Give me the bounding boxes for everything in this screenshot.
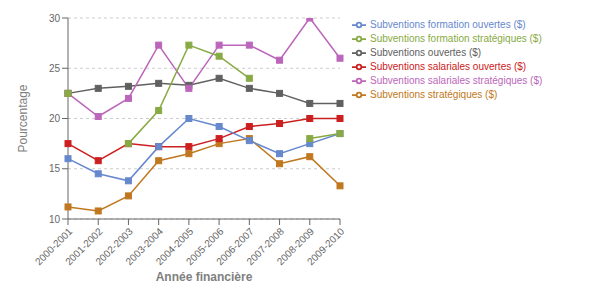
svg-text:2004-2005: 2004-2005 — [153, 225, 196, 268]
svg-text:2006-2007: 2006-2007 — [214, 225, 256, 268]
svg-text:10: 10 — [49, 214, 61, 225]
html-text:Subventions ouvertes ($): Subventions ouvertes ($) — [370, 46, 482, 58]
svg-text:20: 20 — [49, 113, 61, 124]
html-text:Subventions formation ouvertes: Subventions formation ouvertes ($) — [370, 18, 526, 30]
svg-text:Année financière: Année financière — [156, 270, 253, 284]
svg-text:2009-2010: 2009-2010 — [305, 225, 347, 267]
html-text:Subventions formation stratégi: Subventions formation stratégiques ($) — [370, 32, 542, 44]
svg-text:2002-2003: 2002-2003 — [93, 225, 135, 268]
html-text:Subventions salariales stratég: Subventions salariales stratégiques ($) — [370, 74, 543, 86]
svg-text:Pourcentage: Pourcentage — [16, 84, 30, 152]
svg-text:25: 25 — [49, 63, 61, 74]
svg-text:2003-2004: 2003-2004 — [123, 225, 166, 268]
svg-text:2001-2002: 2001-2002 — [63, 225, 105, 268]
svg-text:2008-2009: 2008-2009 — [274, 225, 317, 268]
svg-text:2000-2001: 2000-2001 — [32, 225, 75, 268]
svg-text:30: 30 — [49, 13, 61, 24]
svg-text:2007-2008: 2007-2008 — [244, 225, 286, 268]
svg-text:15: 15 — [49, 163, 61, 174]
html-text:Subventions stratégiques ($): Subventions stratégiques ($) — [370, 88, 498, 100]
html-text:Subventions salariales ouverte: Subventions salariales ouvertes ($) — [370, 60, 527, 72]
svg-text:2005-2006: 2005-2006 — [183, 225, 226, 268]
